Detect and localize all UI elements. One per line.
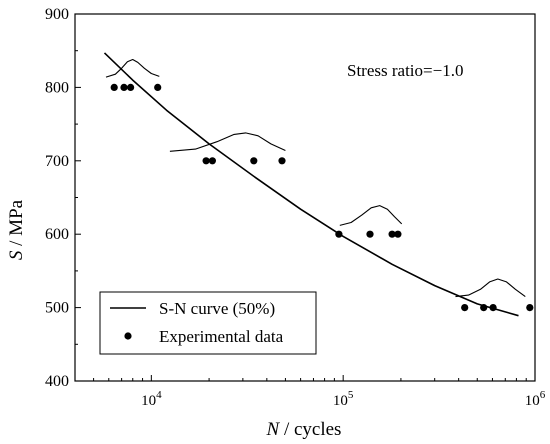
experimental-data-series — [110, 83, 534, 312]
experimental-data-point — [394, 230, 402, 238]
x-tick-label: 106 — [525, 389, 546, 409]
x-axis-unit: / cycles — [279, 419, 341, 440]
experimental-data-point — [208, 157, 216, 165]
distribution-curve — [105, 58, 160, 78]
x-tick-label: 105 — [333, 389, 354, 409]
experimental-data-point — [489, 304, 497, 312]
experimental-data-point — [120, 83, 128, 91]
sn-curve-series — [103, 52, 519, 317]
experimental-data-point — [335, 230, 343, 238]
experimental-data-point — [366, 230, 374, 238]
experimental-data-point — [461, 304, 469, 312]
y-tick-label: 900 — [45, 6, 69, 23]
legend-label-experimental: Experimental data — [159, 327, 284, 346]
experimental-data-point — [388, 230, 396, 238]
experimental-data-point — [250, 157, 258, 165]
legend: S-N curve (50%) Experimental data — [99, 291, 317, 355]
y-tick-label: 800 — [45, 79, 69, 96]
y-tick-label: 700 — [45, 153, 69, 170]
x-axis: 104 105 106 — [74, 375, 546, 409]
x-tick-label: 104 — [141, 389, 162, 409]
legend-label-sn-curve: S-N curve (50%) — [159, 299, 275, 318]
y-axis-variable: S — [6, 250, 27, 260]
y-tick-label: 600 — [45, 226, 69, 243]
x-axis-variable: N — [266, 419, 281, 440]
legend-box — [99, 291, 317, 355]
experimental-data-point — [278, 157, 286, 165]
experimental-data-point — [110, 83, 118, 91]
y-axis-unit: / MPa — [6, 199, 27, 250]
experimental-data-point — [202, 157, 210, 165]
stress-ratio-annotation: Stress ratio=−1.0 — [347, 61, 463, 80]
x-axis-title: N / cycles — [266, 419, 342, 440]
distribution-curves — [105, 58, 526, 298]
sn-curve-line — [103, 52, 519, 317]
distribution-curve — [339, 205, 403, 226]
y-axis: 400 500 600 700 800 900 — [45, 6, 81, 390]
y-tick-label: 400 — [45, 373, 69, 390]
experimental-data-point — [480, 304, 488, 312]
y-tick-label: 500 — [45, 300, 69, 317]
legend-dot-swatch — [124, 332, 132, 340]
distribution-curve — [455, 278, 526, 298]
experimental-data-point — [154, 83, 162, 91]
experimental-data-point — [127, 83, 135, 91]
distribution-curve — [169, 132, 286, 152]
y-axis-title: S / MPa — [6, 199, 27, 260]
experimental-data-point — [526, 304, 534, 312]
